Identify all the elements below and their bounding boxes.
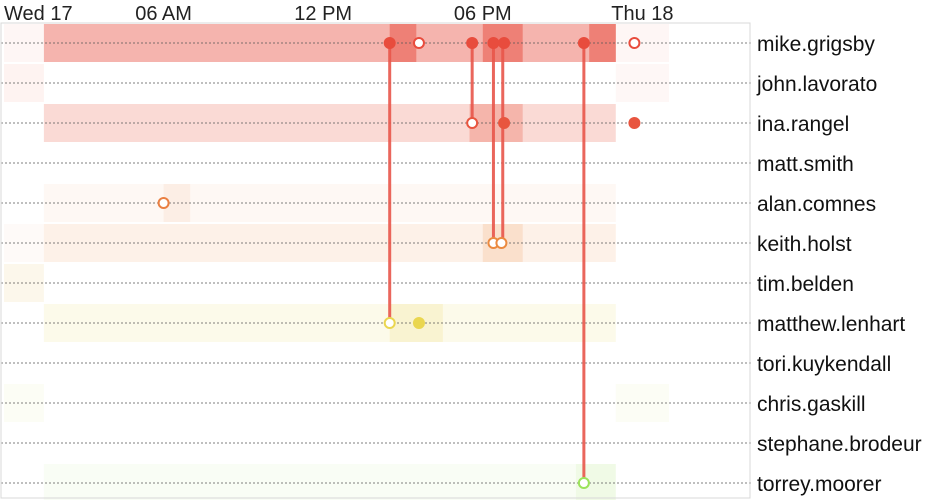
row-label[interactable]: stephane.brodeur — [757, 433, 922, 456]
event-marker-filled[interactable] — [383, 37, 396, 49]
row-label[interactable]: alan.comnes — [757, 193, 876, 216]
row-label[interactable]: tori.kuykendall — [757, 353, 891, 376]
heat-bands — [4, 24, 669, 500]
event-marker-filled[interactable] — [487, 37, 500, 49]
time-tick-label: Thu 18 — [611, 3, 673, 25]
event-marker-open[interactable] — [577, 477, 590, 489]
event-marker-filled[interactable] — [577, 37, 590, 49]
row-label[interactable]: keith.holst — [757, 233, 852, 256]
row-label[interactable]: chris.gaskill — [757, 393, 866, 416]
event-marker-filled[interactable] — [498, 117, 511, 129]
row-label[interactable]: mike.grigsby — [757, 33, 875, 56]
event-marker-open[interactable] — [383, 317, 396, 329]
row-label[interactable]: torrey.moorer — [757, 473, 881, 496]
heat-band — [43, 464, 616, 500]
event-marker-filled[interactable] — [498, 37, 511, 49]
event-marker-open[interactable] — [466, 117, 479, 129]
row-label[interactable]: john.lavorato — [756, 73, 877, 96]
row-label[interactable]: matthew.lenhart — [757, 313, 905, 336]
row-labels: mike.grigsby john.lavorato ina.rangel matt.… — [756, 33, 922, 496]
event-marker-open[interactable] — [157, 197, 170, 209]
event-marker-open[interactable] — [628, 37, 641, 49]
row-label[interactable]: ina.rangel — [757, 113, 849, 136]
connection-lines — [388, 43, 586, 483]
event-markers — [157, 37, 641, 489]
time-tick-label: Wed 17 — [4, 3, 73, 25]
time-axis-ticks: Wed 17 06 AM 12 PM 06 PM Thu 18 — [4, 3, 674, 25]
event-marker-filled[interactable] — [412, 317, 425, 329]
time-tick-label: 06 AM — [135, 3, 192, 25]
event-marker-filled[interactable] — [628, 117, 641, 129]
plot-frame — [0, 22, 751, 499]
row-label[interactable]: matt.smith — [757, 153, 854, 176]
event-marker-open[interactable] — [412, 37, 425, 49]
time-tick-label: 12 PM — [294, 3, 352, 25]
row-gridlines — [1, 42, 752, 484]
event-marker-open[interactable] — [495, 237, 508, 249]
event-marker-filled[interactable] — [466, 37, 479, 49]
time-tick-label: 06 PM — [454, 3, 512, 25]
row-label[interactable]: tim.belden — [757, 273, 854, 296]
